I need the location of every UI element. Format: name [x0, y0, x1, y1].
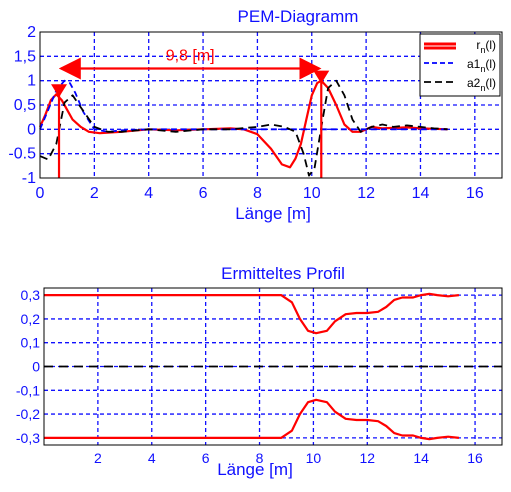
pem-diagram-chart: PEM-Diagramm 9,8 [m] 0 2 4 6 8 10 12 14 16-1-0.5… [8, 7, 503, 223]
distance-label: 9,8 [m] [166, 48, 215, 65]
x-tick-label: 4 [144, 185, 153, 202]
plot-frame [39, 31, 503, 179]
x-tick-label: 16 [466, 185, 484, 202]
y-tick-label: 0 [27, 121, 36, 138]
profile-chart: Ermitteltes Profil 2 4 6 8 10 12 14 16 0,3 0,2 0,1… [16, 264, 503, 479]
legend-box [419, 33, 501, 97]
x-tick-label: 10 [303, 185, 321, 202]
chart-title: Ermitteltes Profil [221, 264, 345, 283]
y-tick-label: 0,1 [21, 335, 41, 351]
y-tick-label: -0,3 [16, 430, 40, 446]
y-tick-label: 1 [27, 73, 36, 90]
x-tick-label: 14 [413, 450, 429, 466]
y-tick-label: 1,5 [14, 48, 36, 65]
x-tick-label: 0 [36, 185, 45, 202]
x-tick-label: 8 [253, 185, 262, 202]
x-tick-label: 14 [412, 185, 430, 202]
series-group [44, 292, 502, 441]
legend: rn(l) a1n(l) a2n(l) [419, 33, 501, 97]
x-axis-label: Länge [m] [217, 460, 293, 479]
x-tick-label: 8 [256, 450, 264, 466]
y-tick-label: 0 [32, 359, 40, 375]
plot-frame [43, 287, 503, 446]
peak-marker [51, 84, 68, 98]
series-line [44, 398, 460, 441]
tick-labels: 0 2 4 6 8 10 12 14 16 -1 -0.5 0 0,5 1 1,5 2 [8, 24, 483, 202]
tick-labels: 2 4 6 8 10 12 14 16 0,3 0,2 0,1 0 -0,1 -0,2 -0,3 [16, 287, 483, 466]
legend-label: a1n(l) [467, 57, 496, 74]
x-tick-label: 12 [357, 185, 375, 202]
x-tick-label: 10 [306, 450, 322, 466]
x-tick-label: 6 [202, 450, 210, 466]
x-tick-label: 4 [148, 450, 156, 466]
chart-title: PEM-Diagramm [238, 7, 359, 26]
x-tick-label: 16 [467, 450, 483, 466]
x-tick-label: 12 [360, 450, 376, 466]
x-tick-label: 6 [199, 185, 208, 202]
y-tick-label: -0,1 [16, 382, 40, 398]
y-tick-label: 2 [27, 24, 36, 41]
x-tick-label: 2 [94, 450, 102, 466]
annotation-group: 9,8 [m] [51, 48, 330, 178]
x-tick-label: 2 [90, 185, 99, 202]
y-tick-label: -0.5 [8, 146, 36, 163]
series-line [39, 79, 448, 133]
peak-marker [313, 70, 330, 84]
y-tick-label: -0,2 [16, 406, 40, 422]
series-group [38, 79, 448, 177]
y-tick-label: -1 [22, 170, 36, 187]
y-tick-label: 0,3 [21, 287, 41, 303]
series-line [44, 292, 460, 335]
x-axis-label: Länge [m] [235, 204, 311, 223]
legend-label: a2n(l) [467, 76, 496, 93]
y-tick-label: 0,2 [21, 311, 41, 327]
legend-label: rn(l) [476, 38, 496, 55]
y-tick-label: 0,5 [14, 97, 36, 114]
